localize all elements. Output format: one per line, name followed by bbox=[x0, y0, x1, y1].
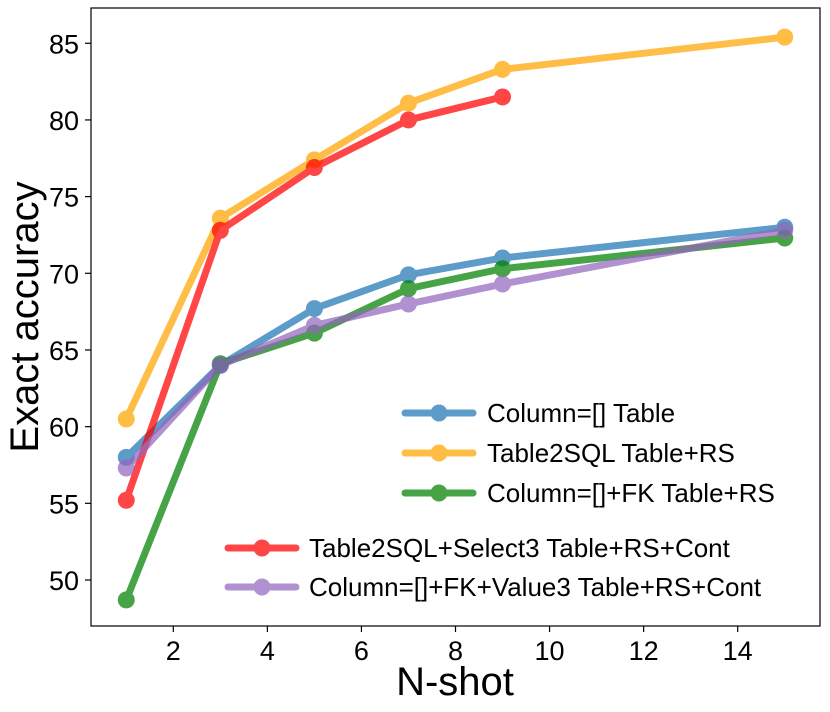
legend-label: Column=[] Table bbox=[487, 398, 675, 428]
data-point bbox=[494, 88, 512, 106]
x-axis: 2 4 6 8 10 12 14 bbox=[166, 626, 753, 666]
legend-swatch-marker bbox=[430, 404, 448, 422]
legend-group: Column=[] Table Table2SQL Table+RS Column=… bbox=[401, 398, 775, 508]
legend-entry: Table2SQL+Select3 Table+RS+Cont bbox=[224, 533, 731, 563]
series-line bbox=[122, 226, 789, 472]
legend-label: Table2SQL Table+RS bbox=[487, 438, 735, 468]
y-tick-label: 60 bbox=[49, 413, 79, 443]
y-axis: 50 55 60 65 70 75 80 85 bbox=[49, 29, 91, 596]
y-tick-label: 85 bbox=[49, 29, 79, 59]
y-tick-label: 70 bbox=[49, 259, 79, 289]
x-tick-label: 12 bbox=[629, 636, 659, 666]
legend-entry: Column=[]+FK Table+RS bbox=[401, 478, 775, 508]
data-point bbox=[399, 111, 417, 129]
legend-swatch-marker bbox=[430, 484, 448, 502]
x-tick-label: 2 bbox=[166, 636, 181, 666]
data-point bbox=[305, 316, 323, 334]
data-point bbox=[399, 94, 417, 112]
x-tick-label: 4 bbox=[260, 636, 275, 666]
data-point bbox=[211, 221, 229, 239]
data-point bbox=[305, 158, 323, 176]
legend-label: Table2SQL+Select3 Table+RS+Cont bbox=[309, 533, 731, 563]
data-point bbox=[211, 356, 229, 374]
legend-swatch bbox=[224, 539, 300, 557]
data-point bbox=[305, 300, 323, 318]
legend-swatch bbox=[401, 404, 477, 422]
legend-swatch bbox=[401, 484, 477, 502]
y-tick-label: 80 bbox=[49, 106, 79, 136]
x-tick-label: 6 bbox=[354, 636, 369, 666]
legend-swatch bbox=[401, 444, 477, 462]
legend-swatch bbox=[224, 578, 300, 596]
series-line bbox=[122, 223, 789, 461]
y-tick-label: 55 bbox=[49, 489, 79, 519]
data-point bbox=[776, 28, 794, 46]
data-point bbox=[117, 491, 135, 509]
data-point bbox=[494, 60, 512, 78]
data-point bbox=[776, 221, 794, 239]
legend-swatch-marker bbox=[430, 444, 448, 462]
data-point bbox=[211, 209, 229, 227]
legend-entry: Column=[] Table bbox=[401, 398, 675, 428]
y-axis-title: Exact accuracy bbox=[3, 181, 47, 452]
y-tick-label: 75 bbox=[49, 183, 79, 213]
data-point bbox=[117, 410, 135, 428]
y-tick-label: 65 bbox=[49, 336, 79, 366]
legend-swatch-marker bbox=[253, 578, 271, 596]
series-line bbox=[122, 234, 789, 604]
legend: Column=[] Table Table2SQL Table+RS Column=… bbox=[224, 398, 775, 602]
data-point bbox=[494, 275, 512, 293]
x-tick-label: 14 bbox=[723, 636, 753, 666]
y-tick-label: 50 bbox=[49, 566, 79, 596]
data-point bbox=[399, 295, 417, 313]
x-tick-label: 8 bbox=[448, 636, 463, 666]
series-column-fk-value3-table-rs-cont bbox=[117, 221, 794, 477]
data-point bbox=[117, 459, 135, 477]
legend-group: Table2SQL+Select3 Table+RS+Cont Column=[]… bbox=[224, 533, 762, 602]
legend-label: Column=[]+FK+Value3 Table+RS+Cont bbox=[309, 572, 762, 602]
legend-entry: Column=[]+FK+Value3 Table+RS+Cont bbox=[224, 572, 762, 602]
series-layer bbox=[117, 28, 794, 609]
x-tick-label: 10 bbox=[535, 636, 565, 666]
series-table2sql-select3-table-rs-cont bbox=[117, 88, 512, 509]
data-point bbox=[399, 280, 417, 298]
legend-swatch-marker bbox=[253, 539, 271, 557]
x-axis-title: N-shot bbox=[396, 660, 514, 704]
legend-entry: Table2SQL Table+RS bbox=[401, 438, 735, 468]
legend-label: Column=[]+FK Table+RS bbox=[487, 478, 775, 508]
data-point bbox=[117, 591, 135, 609]
series-column-table bbox=[117, 218, 794, 466]
data-point bbox=[399, 266, 417, 284]
series-line bbox=[122, 33, 789, 423]
data-point bbox=[494, 260, 512, 278]
